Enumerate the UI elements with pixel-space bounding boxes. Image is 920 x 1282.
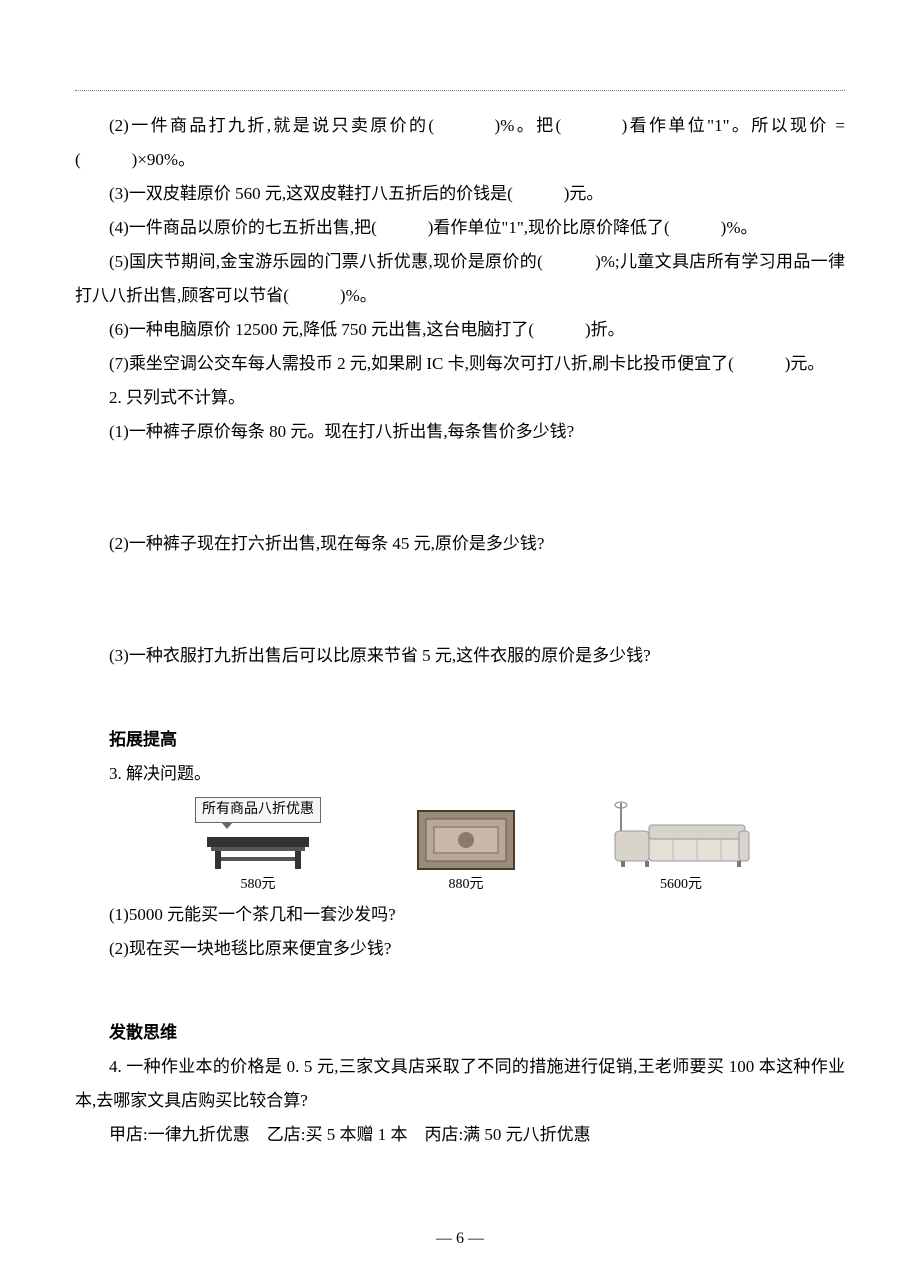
top-divider xyxy=(75,90,845,91)
p2-3: (3)一种衣服打九折出售后可以比原来节省 5 元,这件衣服的原价是多少钱? xyxy=(75,639,845,673)
discount-callout: 所有商品八折优惠 xyxy=(195,797,321,823)
sofa-icon xyxy=(611,801,751,871)
p3-1: (1)5000 元能买一个茶几和一套沙发吗? xyxy=(75,898,845,932)
blank-space-1 xyxy=(75,449,845,527)
p4-body: 4. 一种作业本的价格是 0. 5 元,三家文具店采取了不同的措施进行促销,王老… xyxy=(75,1050,845,1118)
sofa-price: 5600元 xyxy=(660,875,702,895)
figure-tea-table: 所有商品八折优惠 580元 xyxy=(195,797,321,894)
p2-title: 2. 只列式不计算。 xyxy=(75,381,845,415)
p3-title: 3. 解决问题。 xyxy=(75,757,845,791)
q1-2: (2)一件商品打九折,就是说只卖原价的( )%。把( )看作单位"1"。所以现价… xyxy=(75,109,845,177)
q1-5: (5)国庆节期间,金宝游乐园的门票八折优惠,现价是原价的( )%;儿童文具店所有… xyxy=(75,245,845,313)
page-number: — 6 — xyxy=(0,1230,920,1248)
q1-4: (4)一件商品以原价的七五折出售,把( )看作单位"1",现价比原价降低了( )… xyxy=(75,211,845,245)
rug-price: 880元 xyxy=(449,875,484,895)
figure-sofa: 5600元 xyxy=(611,801,751,895)
content-body: (2)一件商品打九折,就是说只卖原价的( )%。把( )看作单位"1"。所以现价… xyxy=(75,109,845,1152)
q1-7: (7)乘坐空调公交车每人需投币 2 元,如果刷 IC 卡,则每次可打八折,刷卡比… xyxy=(75,347,845,381)
q1-6: (6)一种电脑原价 12500 元,降低 750 元出售,这台电脑打了( )折。 xyxy=(75,313,845,347)
tea-table-price: 580元 xyxy=(241,875,276,895)
section-divergent: 发散思维 xyxy=(75,1016,845,1050)
page-container: (2)一件商品打九折,就是说只卖原价的( )%。把( )看作单位"1"。所以现价… xyxy=(0,0,920,1282)
tea-table-icon xyxy=(203,829,313,871)
p2-2: (2)一种裤子现在打六折出售,现在每条 45 元,原价是多少钱? xyxy=(75,527,845,561)
blank-space-3 xyxy=(75,673,845,717)
q1-3: (3)一双皮鞋原价 560 元,这双皮鞋打八五折后的价钱是( )元。 xyxy=(75,177,845,211)
p4-options: 甲店:一律九折优惠 乙店:买 5 本赠 1 本 丙店:满 50 元八折优惠 xyxy=(75,1118,845,1152)
figure-rug: 880元 xyxy=(416,809,516,895)
p3-2: (2)现在买一块地毯比原来便宜多少钱? xyxy=(75,932,845,966)
blank-space-2 xyxy=(75,561,845,639)
blank-space-4 xyxy=(75,966,845,1010)
section-extension: 拓展提高 xyxy=(75,723,845,757)
figure-row: 所有商品八折优惠 580元 xyxy=(75,797,845,894)
rug-icon xyxy=(416,809,516,871)
p2-1: (1)一种裤子原价每条 80 元。现在打八折出售,每条售价多少钱? xyxy=(75,415,845,449)
